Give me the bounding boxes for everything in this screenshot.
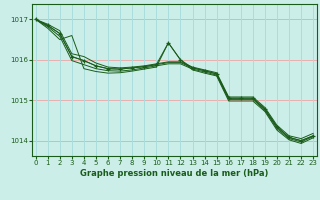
X-axis label: Graphe pression niveau de la mer (hPa): Graphe pression niveau de la mer (hPa) (80, 169, 268, 178)
